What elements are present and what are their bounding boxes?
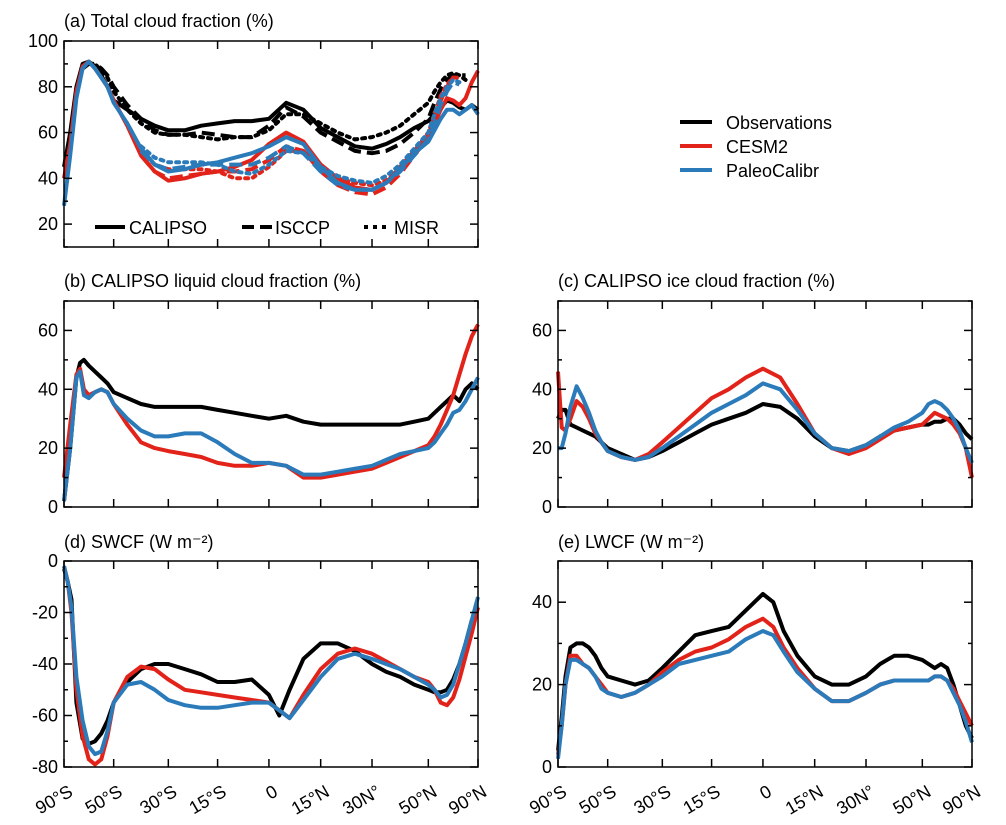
panel-c-series-observations bbox=[556, 402, 974, 462]
panel-b-series-cesm2 bbox=[62, 323, 480, 480]
panel-c-ytick-label: 0 bbox=[542, 497, 552, 517]
panel-e-xtick-label: 50°S bbox=[576, 781, 620, 818]
panel-d-xtick-label: 50°S bbox=[82, 781, 126, 818]
panel-d-title: (d) SWCF (W m⁻²) bbox=[64, 532, 213, 552]
panel-d-ytick-label: 0 bbox=[48, 551, 58, 571]
panel-d-xtick-label: 90°S bbox=[32, 781, 76, 818]
panel-c-frame bbox=[557, 300, 973, 508]
panel-b-ytick-label: 0 bbox=[48, 497, 58, 517]
panel-d-xtick-label: 0 bbox=[262, 781, 281, 803]
model-legend: Observations CESM2 PaleoCalibr bbox=[680, 113, 832, 181]
panel-b: (b) CALIPSO liquid cloud fraction (%) 0 2… bbox=[38, 271, 480, 517]
panel-e-xtick-label: 90°S bbox=[526, 781, 570, 818]
panel-b-axes: 0 20 40 60 bbox=[38, 300, 479, 517]
panel-e-frame bbox=[557, 560, 973, 768]
panel-d-xtick-label: 15°N bbox=[288, 781, 333, 818]
panel-e-ytick-label: 20 bbox=[532, 675, 552, 695]
panel-a-series-observations-isccp bbox=[81, 61, 466, 156]
panel-e-xtick-label: 0 bbox=[756, 781, 775, 803]
panel-c-lines bbox=[556, 366, 974, 479]
panel-e-title: (e) LWCF (W m⁻²) bbox=[558, 532, 704, 552]
panel-a-ytick-label: 100 bbox=[28, 31, 58, 51]
panel-a-series-paleocalibr-misr bbox=[139, 77, 462, 185]
panel-b-series-paleocalibr bbox=[62, 369, 480, 502]
panel-b-lines bbox=[62, 323, 480, 502]
panel-c-axes: 0 20 40 60 bbox=[532, 300, 973, 517]
panel-d-xtick-label: 30N° bbox=[339, 781, 384, 818]
panel-e-xtick-label: 15°S bbox=[680, 781, 724, 818]
panel-d-axes: -80 -60 -40 -20 0 90°S 50°S 30°S 15°S 0 15°N 30N° 50… bbox=[32, 551, 490, 819]
panel-c-series-paleocalibr bbox=[558, 381, 974, 464]
panel-d: (d) SWCF (W m⁻²) -80 -60 -40 -20 0 90°S 50°S 30… bbox=[32, 532, 490, 819]
panel-c: (c) CALIPSO ice cloud fraction (%) 0 20 40… bbox=[532, 271, 974, 517]
panel-e-series-cesm2 bbox=[556, 616, 974, 755]
panel-c-ytick-label: 20 bbox=[532, 438, 552, 458]
panel-e-xtick-label: 90°N bbox=[939, 781, 984, 818]
panel-b-frame bbox=[63, 300, 479, 508]
panel-d-ytick-label: -60 bbox=[32, 706, 58, 726]
legend-cesm2-label: CESM2 bbox=[726, 137, 788, 157]
panel-a-ytick-label: 80 bbox=[38, 77, 58, 97]
panel-a-ytick-label: 60 bbox=[38, 123, 58, 143]
panel-a-title: (a) Total cloud fraction (%) bbox=[64, 11, 274, 31]
panel-a-ytick-label: 20 bbox=[38, 214, 58, 234]
panel-a-series-paleocalibr-isccp bbox=[139, 80, 461, 192]
panel-d-xtick-label: 30°S bbox=[136, 781, 180, 818]
panel-e-xtick-label: 30N° bbox=[833, 781, 878, 818]
panel-b-ytick-label: 60 bbox=[38, 320, 58, 340]
panel-a-ytick-label: 40 bbox=[38, 168, 58, 188]
panel-a-obs-legend: CALIPSO ISCCP MISR bbox=[95, 218, 439, 238]
panel-a-lines bbox=[62, 59, 480, 207]
panel-c-ytick-label: 40 bbox=[532, 379, 552, 399]
legend-calipso-label: CALIPSO bbox=[129, 218, 207, 238]
panel-e-ytick-label: 40 bbox=[532, 592, 552, 612]
panel-e-lines bbox=[556, 592, 974, 760]
panel-d-ytick-label: -40 bbox=[32, 654, 58, 674]
panel-b-ytick-label: 40 bbox=[38, 379, 58, 399]
panel-d-xtick-label: 15°S bbox=[186, 781, 230, 818]
panel-d-series-observations bbox=[62, 568, 480, 746]
legend-misr-label: MISR bbox=[394, 218, 439, 238]
panel-e-ytick-label: 0 bbox=[542, 757, 552, 777]
panel-d-series-paleocalibr bbox=[62, 565, 480, 757]
panel-d-ytick-label: -20 bbox=[32, 603, 58, 623]
panel-d-lines bbox=[62, 565, 480, 767]
panel-a: (a) Total cloud fraction (%) 20 40 60 80 100… bbox=[28, 11, 480, 248]
panel-c-ytick-label: 60 bbox=[532, 320, 552, 340]
panel-a-frame bbox=[63, 40, 479, 248]
panel-d-ytick-label: -80 bbox=[32, 757, 58, 777]
panel-e-xtick-label: 50°N bbox=[889, 781, 934, 818]
panel-b-series-observations bbox=[62, 357, 480, 502]
panel-b-ytick-label: 20 bbox=[38, 438, 58, 458]
panel-e-xtick-label: 15°N bbox=[782, 781, 827, 818]
panel-d-xtick-label: 90°N bbox=[445, 781, 490, 818]
panel-c-title: (c) CALIPSO ice cloud fraction (%) bbox=[558, 271, 835, 291]
legend-paleocalibr-label: PaleoCalibr bbox=[726, 161, 819, 181]
panel-a-axes: 20 40 60 80 100 bbox=[28, 31, 479, 248]
panel-b-title: (b) CALIPSO liquid cloud fraction (%) bbox=[64, 271, 361, 291]
panel-e-series-paleocalibr bbox=[556, 629, 974, 760]
legend-isccp-label: ISCCP bbox=[275, 218, 330, 238]
panel-d-xtick-label: 50°N bbox=[395, 781, 440, 818]
panel-d-series-cesm2 bbox=[62, 565, 480, 767]
panel-d-frame bbox=[63, 560, 479, 768]
panel-e-series-observations bbox=[556, 592, 974, 751]
legend-observations-label: Observations bbox=[726, 113, 832, 133]
panel-e-xtick-label: 30°S bbox=[630, 781, 674, 818]
panel-a-series-paleocalibr-calipso bbox=[62, 59, 480, 207]
panel-a-series-observations-misr bbox=[80, 61, 468, 142]
